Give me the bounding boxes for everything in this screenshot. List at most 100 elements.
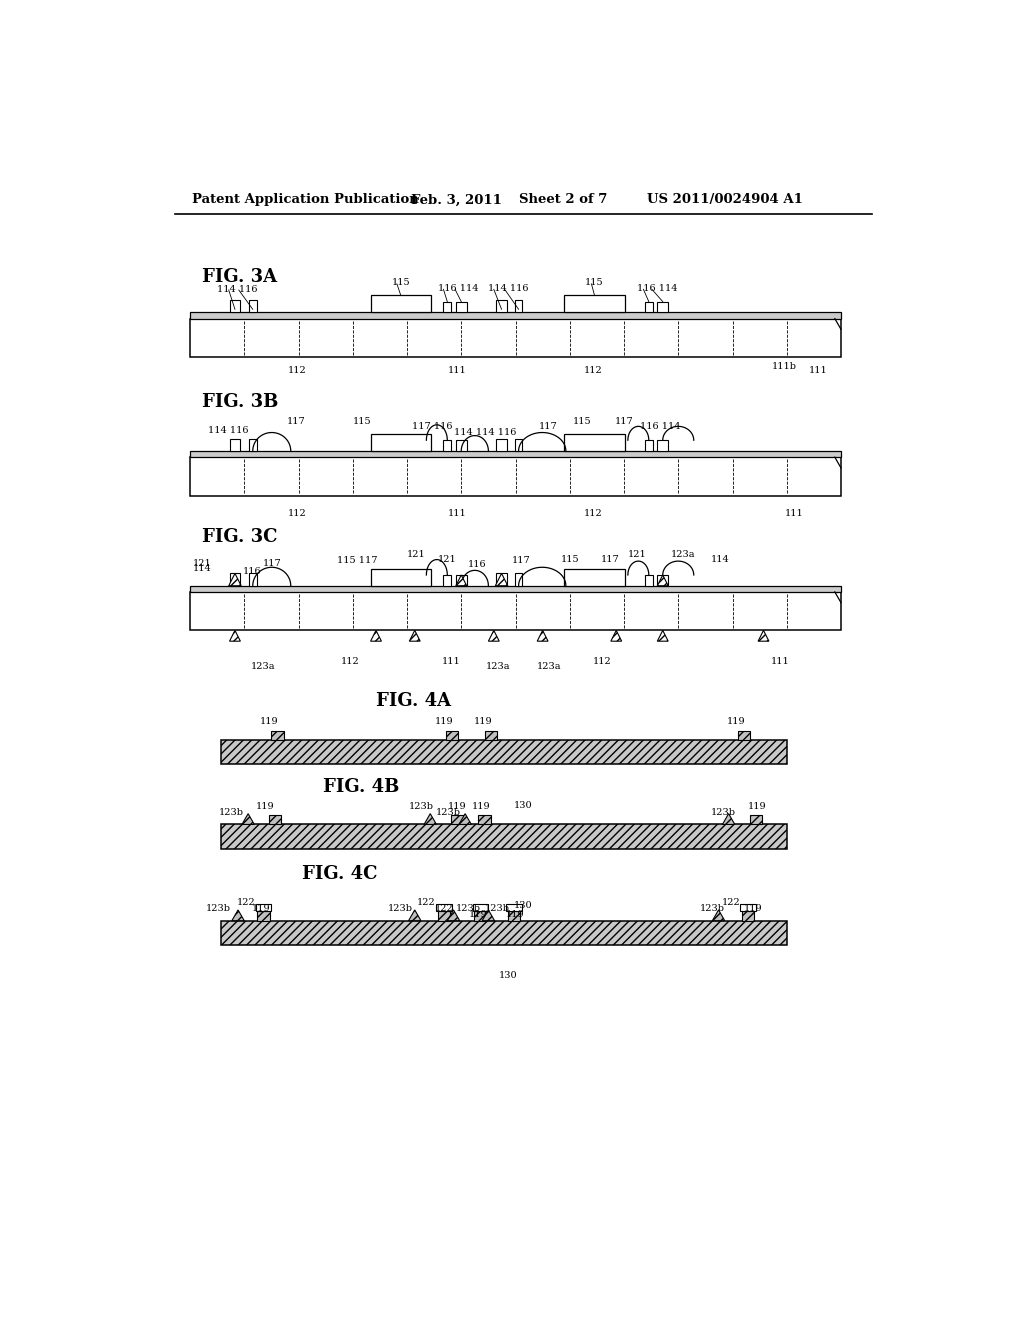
Bar — [496, 300, 507, 313]
Polygon shape — [231, 909, 245, 921]
Text: 121: 121 — [438, 554, 457, 564]
Bar — [190, 318, 841, 358]
Text: 115 117: 115 117 — [337, 557, 378, 565]
Text: 117: 117 — [287, 417, 305, 426]
Text: 115: 115 — [572, 417, 592, 426]
Text: 123b: 123b — [206, 904, 230, 912]
Text: 123a: 123a — [251, 663, 275, 671]
Polygon shape — [611, 631, 622, 642]
Text: 123b: 123b — [711, 808, 736, 817]
Bar — [443, 576, 452, 586]
Bar — [456, 576, 467, 586]
Text: 119: 119 — [727, 718, 745, 726]
Bar — [221, 921, 786, 945]
Text: 112: 112 — [288, 508, 306, 517]
Text: FIG. 4A: FIG. 4A — [376, 692, 452, 710]
Bar — [515, 300, 522, 313]
Polygon shape — [228, 573, 241, 586]
Text: 114: 114 — [711, 554, 729, 564]
Bar — [445, 730, 458, 739]
Text: 123b: 123b — [435, 808, 461, 817]
Text: 123b: 123b — [409, 803, 433, 810]
Text: 123b: 123b — [456, 904, 481, 912]
Text: Sheet 2 of 7: Sheet 2 of 7 — [519, 194, 608, 206]
Text: 123a: 123a — [486, 663, 511, 671]
Bar — [221, 825, 786, 849]
Bar — [452, 816, 464, 825]
Polygon shape — [424, 813, 436, 825]
Bar — [496, 573, 507, 586]
Text: 114 114 116: 114 114 116 — [454, 428, 516, 437]
Text: FIG. 4C: FIG. 4C — [302, 866, 378, 883]
Text: 122: 122 — [237, 898, 255, 907]
Bar — [484, 730, 497, 739]
Text: 122: 122 — [417, 898, 436, 907]
Bar — [645, 576, 652, 586]
Text: 123b: 123b — [219, 808, 244, 817]
Bar — [190, 313, 841, 318]
Text: 114 116: 114 116 — [487, 284, 528, 293]
Bar — [645, 302, 652, 313]
Bar — [506, 904, 521, 911]
Bar — [750, 816, 762, 825]
Bar — [190, 451, 841, 457]
Text: 122: 122 — [435, 904, 454, 912]
Bar — [473, 904, 488, 911]
Bar — [740, 904, 756, 911]
Text: FIG. 3C: FIG. 3C — [202, 528, 278, 546]
Text: 116 114: 116 114 — [637, 284, 678, 293]
Text: 111: 111 — [808, 367, 827, 375]
Polygon shape — [758, 631, 769, 642]
Text: 121: 121 — [628, 549, 646, 558]
Polygon shape — [713, 909, 725, 921]
Bar — [249, 438, 257, 451]
Bar — [443, 441, 452, 451]
Text: US 2011/0024904 A1: US 2011/0024904 A1 — [647, 194, 803, 206]
Text: 121: 121 — [193, 558, 211, 568]
Text: 119: 119 — [252, 904, 270, 912]
Bar — [438, 911, 451, 921]
Text: 115: 115 — [585, 277, 603, 286]
Bar — [456, 441, 467, 451]
Text: Feb. 3, 2011: Feb. 3, 2011 — [411, 194, 502, 206]
Polygon shape — [371, 631, 381, 642]
Bar — [249, 300, 257, 313]
Text: 123b: 123b — [484, 904, 510, 912]
Polygon shape — [657, 631, 669, 642]
Bar — [474, 911, 486, 921]
Text: 119: 119 — [748, 803, 767, 810]
Text: 111: 111 — [771, 657, 790, 667]
Bar — [564, 434, 625, 451]
Text: 130: 130 — [499, 970, 517, 979]
Bar — [657, 302, 669, 313]
Bar — [371, 434, 431, 451]
Text: 119: 119 — [744, 904, 763, 912]
Text: 115: 115 — [352, 417, 372, 426]
Text: 123b: 123b — [388, 904, 413, 912]
Polygon shape — [459, 813, 471, 825]
Text: 119: 119 — [506, 909, 524, 919]
Text: 115: 115 — [391, 277, 411, 286]
Text: 119: 119 — [471, 803, 489, 810]
Text: 123a: 123a — [671, 549, 695, 558]
Bar — [564, 296, 625, 313]
Text: 119: 119 — [474, 718, 493, 726]
Text: 117: 117 — [539, 422, 557, 430]
Polygon shape — [657, 576, 669, 586]
Text: 112: 112 — [584, 366, 602, 375]
Bar — [256, 904, 271, 911]
Polygon shape — [447, 909, 460, 921]
Text: 116: 116 — [243, 566, 261, 576]
Text: 123b: 123b — [700, 904, 725, 912]
Text: 116 114: 116 114 — [438, 284, 478, 293]
Text: 112: 112 — [288, 366, 306, 375]
Text: 114: 114 — [193, 564, 211, 573]
Text: 119: 119 — [449, 803, 467, 810]
Text: FIG. 3B: FIG. 3B — [202, 393, 278, 412]
Text: Patent Application Publication: Patent Application Publication — [191, 194, 418, 206]
Text: 130: 130 — [514, 902, 532, 911]
Bar — [249, 573, 257, 586]
Bar — [515, 573, 522, 586]
Polygon shape — [488, 631, 500, 642]
Bar — [229, 300, 241, 313]
